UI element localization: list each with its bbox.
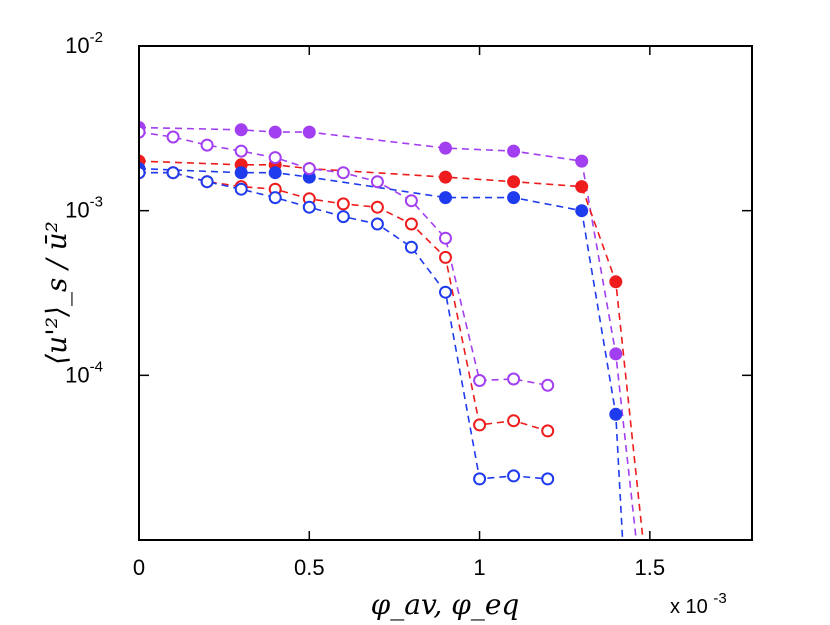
x-axis-label: φ_av, φ_eq [371, 588, 520, 621]
data-point [439, 141, 452, 155]
series-4 [139, 125, 555, 392]
series-line-1 [139, 126, 637, 540]
data-point [336, 197, 350, 211]
data-point [404, 217, 418, 231]
data-point [139, 166, 146, 180]
data-point [541, 424, 555, 438]
data-point [166, 166, 180, 180]
data-point [473, 472, 487, 486]
data-point [507, 191, 521, 205]
data-point [370, 200, 384, 214]
y-tick-label: 10-3 [65, 194, 103, 223]
data-point [234, 182, 248, 196]
y-axis-label-text: ⟨u'²⟩_s / ū² [40, 221, 73, 365]
y-tick-label: 10-4 [65, 358, 103, 387]
plot-frame [138, 45, 753, 541]
series-layer [139, 121, 644, 540]
data-point [370, 217, 384, 231]
data-point [336, 210, 350, 224]
data-point [234, 144, 248, 158]
data-point [268, 125, 282, 139]
x-tick-label: 0.5 [294, 555, 325, 580]
data-point [439, 250, 452, 264]
x-multiplier-exp: -3 [713, 590, 726, 607]
x-multiplier: x 10 -3 [670, 590, 727, 618]
series-line-2 [139, 160, 644, 540]
data-point [404, 240, 418, 254]
y-axis-label: ⟨u'²⟩_s / ū² [40, 221, 73, 365]
data-point [541, 472, 555, 486]
series-6 [139, 166, 555, 486]
data-point [370, 175, 384, 189]
data-point [609, 407, 623, 421]
data-point [166, 130, 180, 144]
series-5 [139, 166, 555, 438]
data-point [507, 414, 521, 428]
y-tick-label: 10-2 [65, 29, 103, 58]
tick-layer: 0 0.5 1 1.5 10-2 10-3 10-4 [65, 29, 752, 580]
data-point [268, 166, 282, 180]
data-point [439, 285, 452, 299]
data-point [268, 151, 282, 165]
data-point [302, 125, 316, 139]
data-point [200, 175, 214, 189]
data-point [575, 154, 589, 168]
data-point [507, 469, 521, 483]
data-point [302, 200, 316, 214]
x-multiplier-base: x 10 [670, 596, 708, 618]
data-point [473, 418, 487, 432]
data-point [439, 191, 452, 205]
series-1 [139, 121, 637, 540]
x-tick-label: 1 [473, 555, 485, 580]
data-point [507, 144, 521, 158]
data-point [439, 170, 452, 184]
series-line-3 [139, 167, 624, 540]
data-point [302, 162, 316, 176]
x-axis-label-text: φ_av, φ_eq [371, 588, 520, 621]
data-point [234, 166, 248, 180]
data-point [404, 194, 418, 208]
data-point [575, 180, 589, 194]
data-point [336, 166, 350, 180]
data-point [541, 378, 555, 392]
data-point [609, 275, 623, 289]
data-point [609, 347, 623, 361]
data-point [200, 138, 214, 152]
x-tick-label: 1.5 [635, 555, 666, 580]
data-point [473, 374, 487, 387]
data-point [575, 204, 589, 218]
data-point [507, 175, 521, 189]
data-point [268, 191, 282, 205]
data-point [139, 125, 146, 139]
data-point [439, 231, 452, 245]
data-point [234, 123, 248, 137]
x-tick-label: 0 [133, 555, 145, 580]
data-point [507, 372, 521, 386]
